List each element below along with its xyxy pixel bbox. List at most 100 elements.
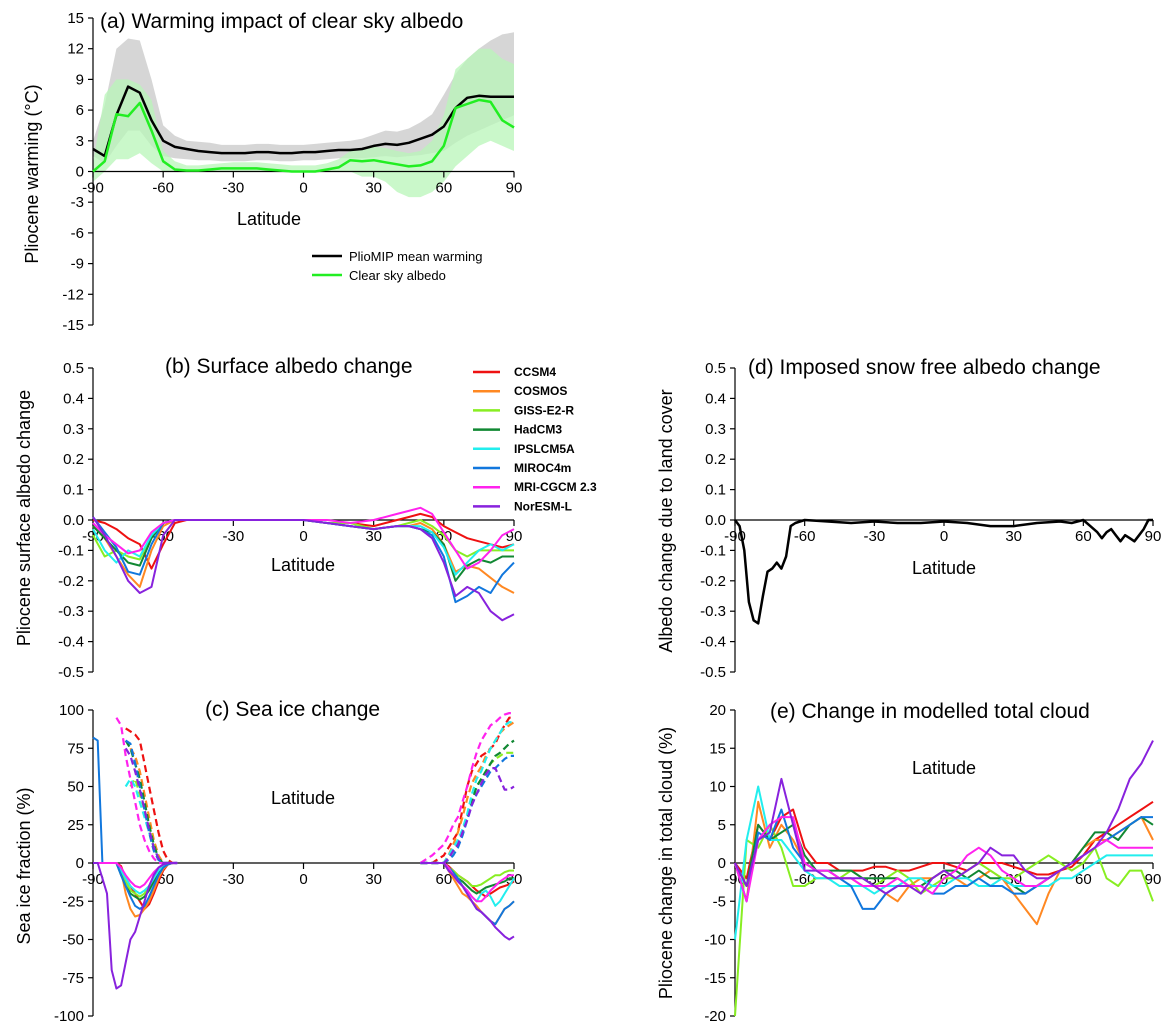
panel-c-y-tick-label: 100 (59, 702, 84, 719)
panel-a-ylabel: Pliocene warming (°C) (22, 84, 42, 263)
panel-c-y-tick-label: 25 (67, 817, 84, 834)
legend-label-giss-e2-r: GISS-E2-R (514, 403, 574, 417)
panel-d-title: (d) Imposed snow free albedo change (748, 356, 1101, 379)
panel-b-y-tick-label: 0.2 (63, 451, 84, 468)
band-clear-sky-albedo (93, 48, 514, 198)
seaice-solid-north-ipslcm5a (420, 862, 515, 907)
panel-a-y-tick-label: -12 (62, 286, 84, 303)
panel-e-y-tick-label: 0 (718, 855, 726, 872)
panel-d-xlabel: Latitude (912, 558, 976, 578)
panel-d-y-tick-label: 0.2 (705, 451, 726, 468)
panel-b-y-tick-label: -0.1 (58, 542, 84, 559)
panel-a-y-tick-label: -6 (71, 225, 84, 242)
panel-d-x-tick-label: 60 (1075, 528, 1092, 545)
panel-b-x-tick-label: 90 (506, 528, 523, 545)
seaice-dashed-south-mri-cgcm-2-3 (115, 717, 178, 865)
panel-a: (a) Warming impact of clear sky albedo L… (22, 10, 522, 334)
legend-label-noresm-l: NorESM-L (514, 499, 572, 513)
legend-label-miroc4m: MIROC4m (514, 461, 571, 475)
panel-c-x-tick-label: -30 (222, 871, 244, 888)
panel-a-y-tick-label: -3 (71, 194, 84, 211)
panel-e-y-tick-label: 20 (709, 702, 726, 719)
panel-d-y-tick-label: 0.0 (705, 512, 726, 529)
panel-e-y-tick-label: -20 (704, 1008, 726, 1025)
panel-a-x-tick-label: -60 (152, 180, 174, 197)
line-clear-sky-albedo (92, 98, 515, 173)
panel-e-ylabel: Pliocene change in total cloud (%) (656, 727, 676, 999)
panel-c-ylabel: Sea ice fraction (%) (14, 787, 34, 944)
seaice-dashed-south-noresm-l (124, 747, 178, 865)
panel-b-y-tick-label: 0.0 (63, 512, 84, 529)
panel-e-y-tick-label: -5 (713, 893, 726, 910)
panel-c-y-tick-label: 0 (76, 855, 84, 872)
panel-d-ylabel: Albedo change due to land cover (656, 389, 676, 652)
panel-e-x-tick-label: 90 (1145, 871, 1162, 888)
panel-a-y-tick-label: 9 (76, 71, 84, 88)
panel-e-x-tick-label: -30 (863, 871, 885, 888)
panel-c-x-tick-label: 0 (299, 871, 307, 888)
panel-d-x-tick-label: 0 (940, 528, 948, 545)
panel-c-x-tick-label: -90 (82, 871, 104, 888)
panel-b-title: (b) Surface albedo change (165, 355, 413, 378)
panel-b-x-tick-label: -30 (222, 528, 244, 545)
cloud-line-noresm-l (734, 740, 1154, 895)
cloud-line-mri-cgcm-2-3 (734, 816, 1153, 903)
panel-d-x-tick-label: -60 (794, 528, 816, 545)
panel-a-y-tick-label: 6 (76, 102, 84, 119)
panel-d-y-tick-label: -0.2 (700, 573, 726, 590)
panel-e-y-tick-label: 10 (709, 779, 726, 796)
band-pliomip-mean-warming (93, 32, 514, 164)
panel-b-y-tick-label: 0.3 (63, 421, 84, 438)
panel-a-x-tick-label: 60 (435, 180, 452, 197)
panel-d-y-tick-label: 0.1 (705, 482, 726, 499)
seaice-dashed-south-ipslcm5a (124, 777, 178, 865)
seaice-dashed-north-ipslcm5a (420, 721, 514, 865)
seaice-solid-north-hadcm3 (420, 862, 514, 895)
panel-d-y-tick-label: 0.4 (705, 390, 726, 407)
panel-b-legend: CCSM4 COSMOS GISS-E2-R HadCM3 IPSLCM5A MIROC4… (473, 365, 597, 513)
panel-e: (e) Change in modelled total cloud Latit… (656, 700, 1161, 1025)
panel-a-y-tick-label: 15 (67, 10, 84, 27)
panel-c-y-tick-label: -100 (54, 1008, 84, 1025)
panel-c-x-tick-label: 30 (365, 871, 382, 888)
panel-d-y-tick-label: -0.3 (700, 603, 726, 620)
panel-a-legend: PlioMIP mean warming Clear sky albedo (312, 249, 482, 283)
panel-b: (b) Surface albedo change Latitude Plioc… (14, 355, 597, 681)
panel-a-y-tick-label: -15 (62, 317, 84, 334)
panel-d-y-tick-label: -0.1 (700, 542, 726, 559)
legend-label-cosmos: COSMOS (514, 384, 567, 398)
panel-c-y-tick-label: -75 (62, 970, 84, 987)
seaice-dashed-north-ccsm4 (420, 716, 514, 865)
legend-label-hadcm3: HadCM3 (514, 423, 562, 437)
panel-e-y-tick-label: 15 (709, 740, 726, 757)
panel-b-y-tick-label: -0.2 (58, 573, 84, 590)
legend-label-pliomip: PlioMIP mean warming (349, 249, 482, 264)
panel-b-y-tick-label: 0.5 (63, 360, 84, 377)
panel-d-y-tick-label: -0.5 (700, 664, 726, 681)
panel-a-xlabel: Latitude (237, 209, 301, 229)
panel-a-x-tick-label: -30 (222, 180, 244, 197)
albedo-line-mri-cgcm-2-3 (92, 506, 515, 570)
landcover-albedo-line (734, 518, 1153, 625)
panel-b-ylabel: Pliocene surface albedo change (14, 390, 34, 646)
panel-d-x-tick-label: -30 (863, 528, 885, 545)
panel-a-x-tick-label: -90 (82, 180, 104, 197)
panel-b-xlabel: Latitude (271, 555, 335, 575)
legend-label-ipslcm5a: IPSLCM5A (514, 442, 575, 456)
panel-c-y-tick-label: 75 (67, 740, 84, 757)
panel-e-y-tick-label: -15 (704, 970, 726, 987)
panel-b-x-tick-label: 30 (365, 528, 382, 545)
seaice-dashed-north-giss-e2-r (420, 751, 514, 865)
panel-e-x-tick-label: 60 (1075, 871, 1092, 888)
panel-d: (d) Imposed snow free albedo change Lati… (656, 356, 1161, 681)
panel-b-y-tick-label: 0.1 (63, 482, 84, 499)
panel-c-title: (c) Sea ice change (205, 698, 380, 721)
seaice-dashed-north-noresm-l (420, 766, 515, 865)
panel-c-xlabel: Latitude (271, 788, 335, 808)
seaice-dashed-north-cosmos (420, 721, 515, 865)
seaice-solid-north-noresm-l (420, 862, 515, 941)
panel-a-y-tick-label: 3 (76, 133, 84, 150)
legend-label-ccsm4: CCSM4 (514, 365, 556, 379)
panel-d-x-tick-label: 90 (1145, 528, 1162, 545)
